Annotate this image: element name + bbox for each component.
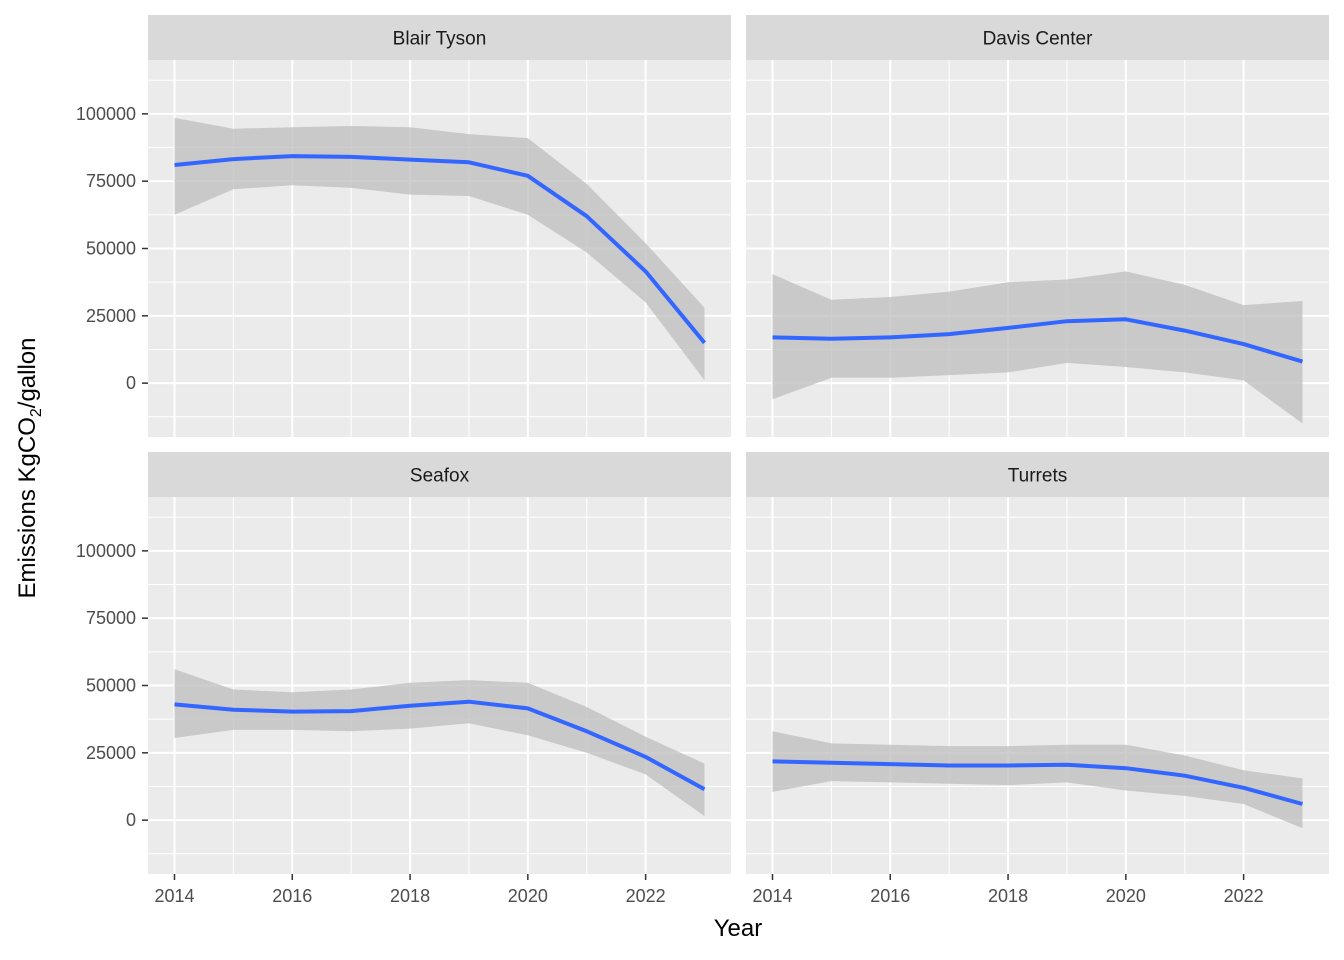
x-tick-label: 2014 [154, 886, 194, 906]
trend-line [772, 317, 1304, 364]
confidence-ribbon [174, 117, 705, 381]
panel-seafox: Seafox 0 25000 50000 75000 100000 2014 2016 2018… [76, 452, 731, 906]
panel-strip [746, 452, 1329, 497]
x-tick-label: 2016 [272, 886, 312, 906]
panel-title: Davis Center [983, 29, 1093, 50]
x-tick-label: 2016 [870, 886, 910, 906]
y-tick-label: 25000 [86, 743, 136, 763]
x-tick-label: 2014 [752, 886, 792, 906]
y-axis-title-subscript: 2 [28, 408, 45, 417]
panel-strip [148, 15, 731, 60]
panel-turrets: Turrets 2014 2016 2018 2020 2022 [746, 452, 1329, 906]
trend-line [174, 699, 706, 791]
y-tick-label: 75000 [86, 171, 136, 191]
y-axis-title-part: /gallon [14, 337, 41, 408]
y-axis-title-part: Emissions KgCO [14, 417, 41, 598]
x-tick-label: 2018 [988, 886, 1028, 906]
panel-strip [746, 15, 1329, 60]
y-tick-label: 50000 [86, 239, 136, 259]
trend-line [174, 154, 707, 345]
x-tick-label: 2020 [508, 886, 548, 906]
confidence-ribbon [772, 271, 1303, 424]
y-axis-title: Emissions KgCO2/gallon [14, 337, 45, 598]
y-tick-label: 50000 [86, 676, 136, 696]
confidence-ribbon [772, 731, 1303, 829]
panel-blair-tyson: Blair Tyson 0 25000 50000 75000 100000 [76, 15, 731, 437]
x-tick-label: 2018 [390, 886, 430, 906]
trend-line [772, 759, 1304, 806]
x-axis-title: Year [714, 915, 763, 942]
panel-title: Blair Tyson [393, 29, 487, 50]
panel-davis-center: Davis Center [746, 15, 1329, 437]
y-tick-label: 0 [126, 810, 136, 830]
y-tick-label: 0 [126, 373, 136, 393]
panel-strip [148, 452, 731, 497]
x-tick-label: 2020 [1106, 886, 1146, 906]
y-tick-label: 100000 [76, 541, 136, 561]
confidence-ribbon [174, 669, 705, 817]
y-tick-label: 75000 [86, 608, 136, 628]
y-tick-label: 25000 [86, 306, 136, 326]
x-tick-label: 2022 [1224, 886, 1264, 906]
y-tick-label: 100000 [76, 104, 136, 124]
panel-title: Turrets [1008, 466, 1067, 487]
x-tick-label: 2022 [626, 886, 666, 906]
panel-title: Seafox [410, 466, 470, 487]
